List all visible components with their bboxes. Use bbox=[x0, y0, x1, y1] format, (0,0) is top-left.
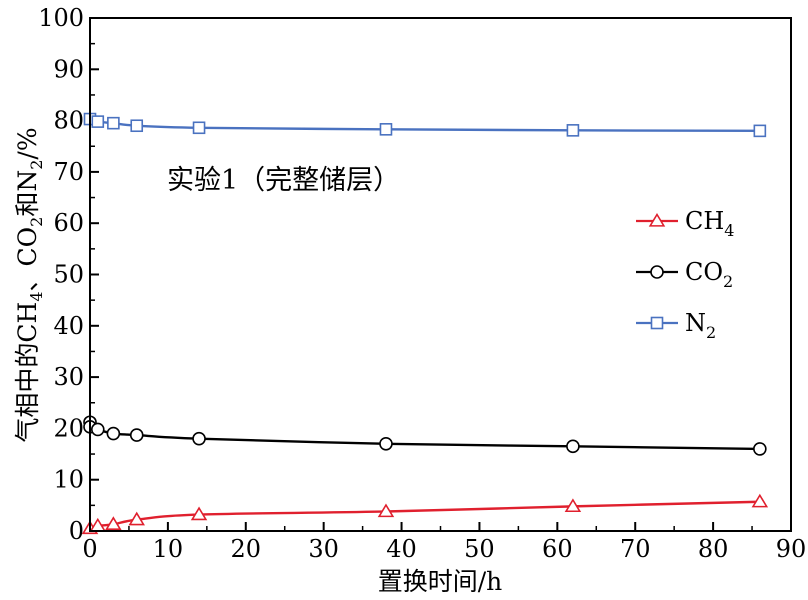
series-line-ch4 bbox=[89, 500, 760, 530]
legend-item-ch4: CH4 bbox=[636, 207, 734, 240]
y-tick-label-6: 60 bbox=[53, 209, 84, 237]
point-ch4-7 bbox=[751, 493, 769, 508]
x-tick-label-1: 10 bbox=[153, 535, 184, 563]
chart-annotation: 实验1（完整储层） bbox=[167, 165, 400, 196]
y-tick-label-4: 40 bbox=[53, 312, 84, 340]
legend-marker-co2 bbox=[650, 265, 664, 279]
legend-label-ch4: CH4 bbox=[685, 207, 734, 240]
x-tick-label-6: 60 bbox=[542, 535, 573, 563]
x-tick-label-4: 40 bbox=[386, 535, 417, 563]
point-n2-5 bbox=[379, 123, 393, 136]
point-ch4-5 bbox=[377, 503, 395, 518]
series-n2 bbox=[83, 112, 767, 138]
y-title-part-b: 、CO bbox=[13, 227, 42, 292]
y-title-part-a: 气相中的CH bbox=[13, 302, 42, 443]
labels-layer: 0 10 20 30 40 50 60 70 80 90 0 10 20 30 40 50 60 70 80 90 10… bbox=[38, 4, 806, 563]
point-co2-6 bbox=[379, 436, 393, 451]
x-tick-label-9: 90 bbox=[776, 535, 807, 563]
point-n2-7 bbox=[753, 124, 767, 138]
point-co2-5 bbox=[192, 431, 206, 446]
y-tick-label-2: 20 bbox=[53, 414, 84, 442]
legend-label-n2: N2 bbox=[685, 309, 716, 342]
legend-item-n2: N2 bbox=[636, 309, 716, 342]
series-ch4 bbox=[81, 493, 769, 535]
point-n2-4 bbox=[192, 121, 206, 135]
point-co2-2 bbox=[90, 422, 105, 437]
point-co2-7 bbox=[566, 439, 580, 454]
x-tick-label-0: 0 bbox=[82, 535, 97, 563]
point-ch4-3 bbox=[128, 511, 145, 526]
x-tick-label-7: 70 bbox=[620, 535, 651, 563]
legend-label-sub-ch4: 4 bbox=[724, 221, 734, 240]
point-ch4-2 bbox=[105, 516, 122, 531]
y-axis-title: 气相中的CH4、CO2和N2/% bbox=[13, 127, 46, 442]
legend-marker-n2 bbox=[650, 316, 664, 330]
y-tick-label-9: 90 bbox=[53, 55, 84, 83]
x-axis-title: 置换时间/h bbox=[378, 567, 503, 596]
y-tick-label-8: 80 bbox=[53, 107, 84, 135]
x-tick-label-2: 20 bbox=[231, 535, 262, 563]
legend-item-co2: CO2 bbox=[636, 258, 733, 291]
point-n2-6 bbox=[566, 124, 580, 137]
point-co2-8 bbox=[753, 442, 767, 456]
legend-marker-ch4 bbox=[648, 212, 666, 227]
legend-label-sub-n2: 2 bbox=[706, 323, 716, 342]
legend-label-main-co2: CO bbox=[685, 258, 723, 286]
y-tick-label-5: 50 bbox=[53, 261, 84, 289]
point-ch4-6 bbox=[564, 498, 582, 513]
legend-label-main-ch4: CH bbox=[685, 207, 724, 235]
series-co2 bbox=[83, 415, 767, 456]
legend-label-co2: CO2 bbox=[685, 258, 733, 291]
series-layer bbox=[81, 112, 769, 535]
x-tick-label-3: 30 bbox=[308, 535, 339, 563]
y-tick-label-1: 10 bbox=[53, 466, 84, 494]
y-title-sub-a: 4 bbox=[27, 291, 46, 301]
y-tick-label-3: 30 bbox=[53, 363, 84, 391]
point-ch4-4 bbox=[190, 506, 208, 521]
point-n2-1 bbox=[91, 115, 105, 128]
point-n2-2 bbox=[107, 116, 120, 130]
y-title-part-c: 和N bbox=[13, 170, 42, 217]
plot-frame bbox=[89, 17, 792, 532]
x-tick-label-5: 50 bbox=[464, 535, 495, 563]
point-n2-3 bbox=[130, 119, 144, 133]
y-tick-label-7: 70 bbox=[53, 158, 84, 186]
series-line-n2 bbox=[89, 117, 760, 133]
point-co2-3 bbox=[106, 426, 121, 441]
y-tick-label-10: 100 bbox=[38, 4, 84, 32]
series-line-co2 bbox=[89, 423, 760, 451]
x-tick-label-8: 80 bbox=[698, 535, 729, 563]
y-tick-label-0: 0 bbox=[69, 517, 84, 545]
legend-label-main-n2: N bbox=[685, 309, 706, 337]
y-title-part-d: /% bbox=[13, 127, 42, 159]
y-title-sub-c: 2 bbox=[27, 160, 46, 170]
y-title-sub-b: 2 bbox=[27, 217, 46, 227]
point-co2-4 bbox=[129, 428, 144, 442]
legend-label-sub-co2: 2 bbox=[723, 272, 733, 291]
